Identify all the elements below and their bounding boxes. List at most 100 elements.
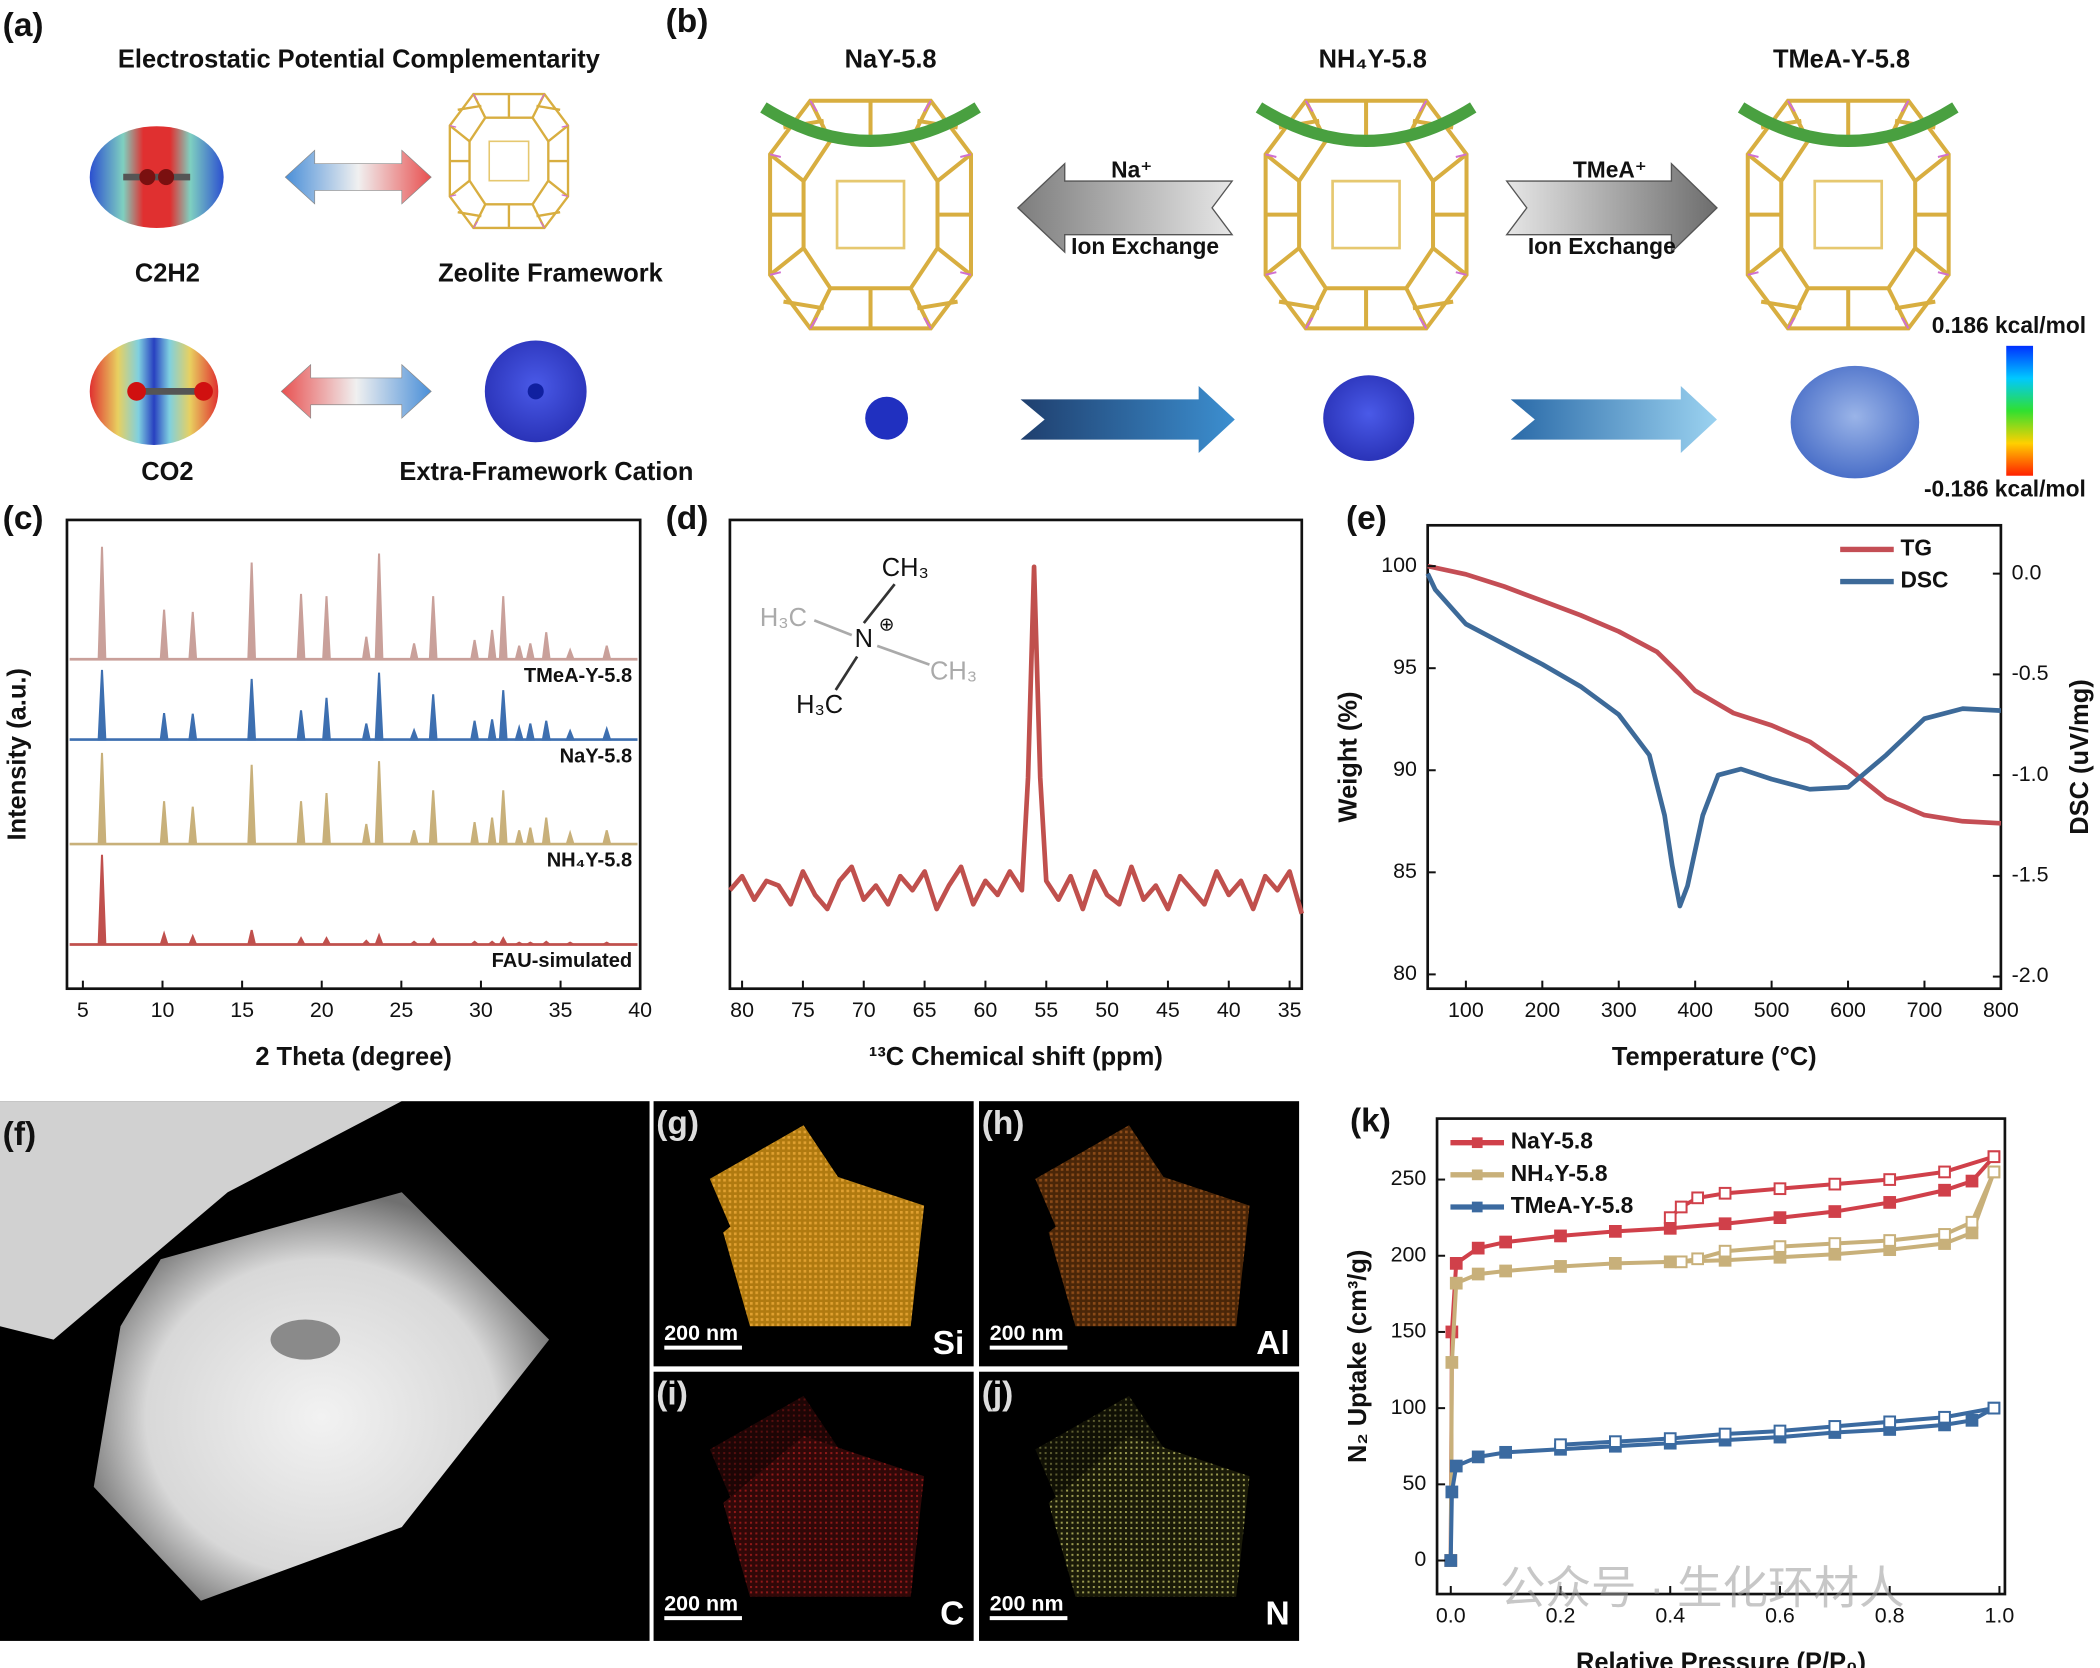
flow-arrow [760,102,981,147]
legend-label: TG [1900,534,1932,560]
atom [158,169,175,186]
peak [97,546,107,661]
legend-marker [1471,1169,1483,1181]
line [1425,572,2002,909]
peak [361,723,371,741]
desorption-point [1773,1424,1787,1438]
peak [97,669,107,741]
desorption-point [1828,1177,1842,1191]
desorption-point [1987,1165,2001,1179]
series-label: NH₄Y-5.8 [547,850,632,872]
desorption-point [1663,1211,1677,1225]
ion-label: Na⁺ [1111,157,1152,183]
x-tick-label: 40 [1217,998,1241,1022]
peak [296,593,306,661]
x-tick-label: 700 [1907,998,1943,1022]
peak [526,941,535,946]
peak [159,609,169,661]
legend-label: NH₄Y-5.8 [1511,1160,1608,1186]
adsorption-point [1471,1267,1485,1281]
peak [187,933,198,946]
peak [541,817,551,846]
peak [487,629,497,661]
adsorption-point [1449,1276,1463,1290]
exchange-label: Ion Exchange [1528,233,1676,259]
atom [194,381,213,401]
flow-arrow [1255,102,1477,147]
peak [374,932,384,946]
plot-frame [1426,523,2003,991]
x-tick-label: 70 [852,998,876,1022]
desorption-point [1718,1427,1732,1441]
crystal-feature [270,1319,341,1360]
desorption-point [1663,1432,1677,1445]
desorption-point [1691,1252,1705,1266]
adsorption-point [1965,1174,1979,1188]
adsorption-point [1938,1183,1951,1197]
element-label: C [940,1595,964,1632]
desorption-point [1938,1165,1951,1179]
panel-label: (e) [1346,500,1387,537]
peak [565,728,575,741]
x-tick-label: 0.2 [1546,1603,1576,1627]
adsorption-point [1883,1196,1897,1209]
peak [247,562,257,661]
x-tick-label: 65 [913,998,937,1022]
colorbar-min: -0.186 kcal/mol [1924,475,2086,501]
plot-frame [1435,1117,2007,1596]
x-tick-label: 35 [1278,998,1302,1022]
panel-label: (a) [3,7,44,44]
y-axis-label: Intensity (a.u.) [3,668,31,840]
y-tick-label: -0.5 [2012,661,2049,685]
element-label: Al [1256,1325,1289,1362]
peak [485,940,499,946]
cation-surface [1323,375,1415,462]
x-tick-label: 25 [389,998,413,1022]
y-tick-label: 0 [1414,1547,1426,1571]
progress-arrow [1020,386,1235,453]
peak [428,937,439,946]
peak [541,632,551,661]
peak [374,761,384,846]
adsorption-point [1663,1221,1677,1235]
element-label: Si [933,1325,965,1362]
bond [862,583,896,624]
scale-label: 200 nm [664,1321,738,1345]
peak [514,645,524,661]
peak [487,719,497,741]
adsorption-point [1445,1356,1459,1369]
desorption-point [1554,1438,1567,1452]
legend-label: TMeA-Y-5.8 [1511,1192,1634,1218]
peak [321,936,332,946]
desorption-point [1965,1215,1979,1229]
panel-label: (i) [656,1376,688,1413]
x-tick-label: 55 [1034,998,1058,1022]
desorption-point [1883,1234,1897,1247]
peak [540,940,553,946]
desorption-point [1828,1237,1842,1250]
structure-label: N [855,625,873,653]
map-crystal [723,1436,925,1597]
structure-label: ⊕ [879,614,895,635]
y-tick-label: 100 [1381,553,1417,577]
desorption-point [1773,1240,1787,1253]
atom [527,383,544,400]
peak [428,790,438,846]
peak [374,672,384,741]
peak [361,636,371,661]
adsorption-point [1471,1241,1485,1255]
isotherm-line [1448,1171,1996,1561]
adsorption-point [1499,1235,1512,1249]
peak [498,936,509,946]
desorption-point [1773,1182,1787,1196]
bond [813,619,853,637]
exchange-arrow [1016,162,1234,254]
adsorption-point [1718,1217,1732,1231]
peak [498,596,508,661]
peak [188,806,198,846]
peak [360,939,372,946]
exchange-label: Ion Exchange [1071,233,1219,259]
scale-label: 200 nm [990,1591,1064,1615]
structure-label: H₃C [760,604,807,632]
